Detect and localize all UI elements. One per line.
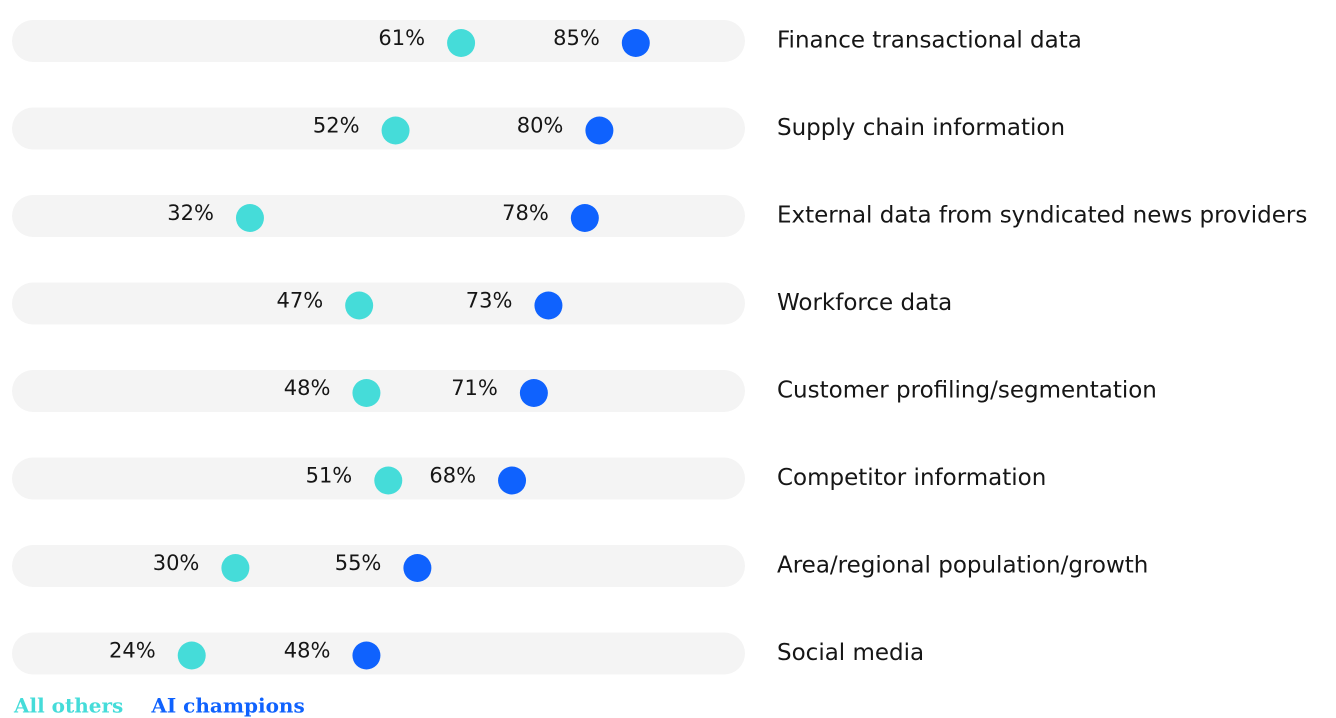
category-label: Supply chain information: [777, 115, 1065, 141]
dot: [374, 466, 403, 495]
category-label: Customer profiling/segmentation: [777, 378, 1157, 404]
dot: [381, 116, 410, 145]
track: [12, 282, 745, 325]
value-label: 32%: [167, 201, 214, 225]
value-label: 52%: [313, 114, 360, 138]
dot: [621, 29, 650, 57]
track: [12, 107, 745, 150]
value-label: 24%: [109, 639, 156, 663]
legend-entry: All others: [13, 694, 123, 718]
track: [12, 195, 745, 237]
value-label: 55%: [335, 551, 382, 575]
category-label: Finance transactional data: [777, 28, 1082, 54]
dot: [585, 116, 614, 145]
category-label: Workforce data: [777, 290, 952, 316]
legend-entry: AI champions: [150, 694, 304, 718]
category-label: Social media: [777, 640, 924, 666]
category-label: Competitor information: [777, 465, 1046, 491]
value-label: 61%: [378, 26, 425, 50]
dot: [235, 204, 264, 232]
dot: [403, 554, 432, 582]
dot: [221, 554, 250, 582]
value-label: 30%: [153, 551, 200, 575]
dot: [519, 379, 548, 407]
value-label: 80%: [517, 114, 564, 138]
dot: [177, 641, 206, 670]
value-label: 48%: [284, 639, 331, 663]
dot: [352, 641, 381, 670]
dot: [498, 466, 527, 495]
dot: [570, 204, 599, 232]
dot: [447, 29, 476, 57]
value-label: 73%: [466, 289, 513, 313]
category-label: Area/regional population/growth: [777, 553, 1148, 579]
value-label: 51%: [306, 464, 353, 488]
value-label: 68%: [429, 464, 476, 488]
dot: [345, 291, 374, 320]
category-label: External data from syndicated news provi…: [777, 203, 1307, 229]
dot: [352, 379, 381, 407]
value-label: 85%: [553, 26, 600, 50]
dot: [534, 291, 563, 320]
track: [12, 545, 745, 587]
value-label: 71%: [451, 376, 498, 400]
value-label: 78%: [502, 201, 549, 225]
value-label: 47%: [276, 289, 323, 313]
track: [12, 20, 745, 62]
value-label: 48%: [284, 376, 331, 400]
